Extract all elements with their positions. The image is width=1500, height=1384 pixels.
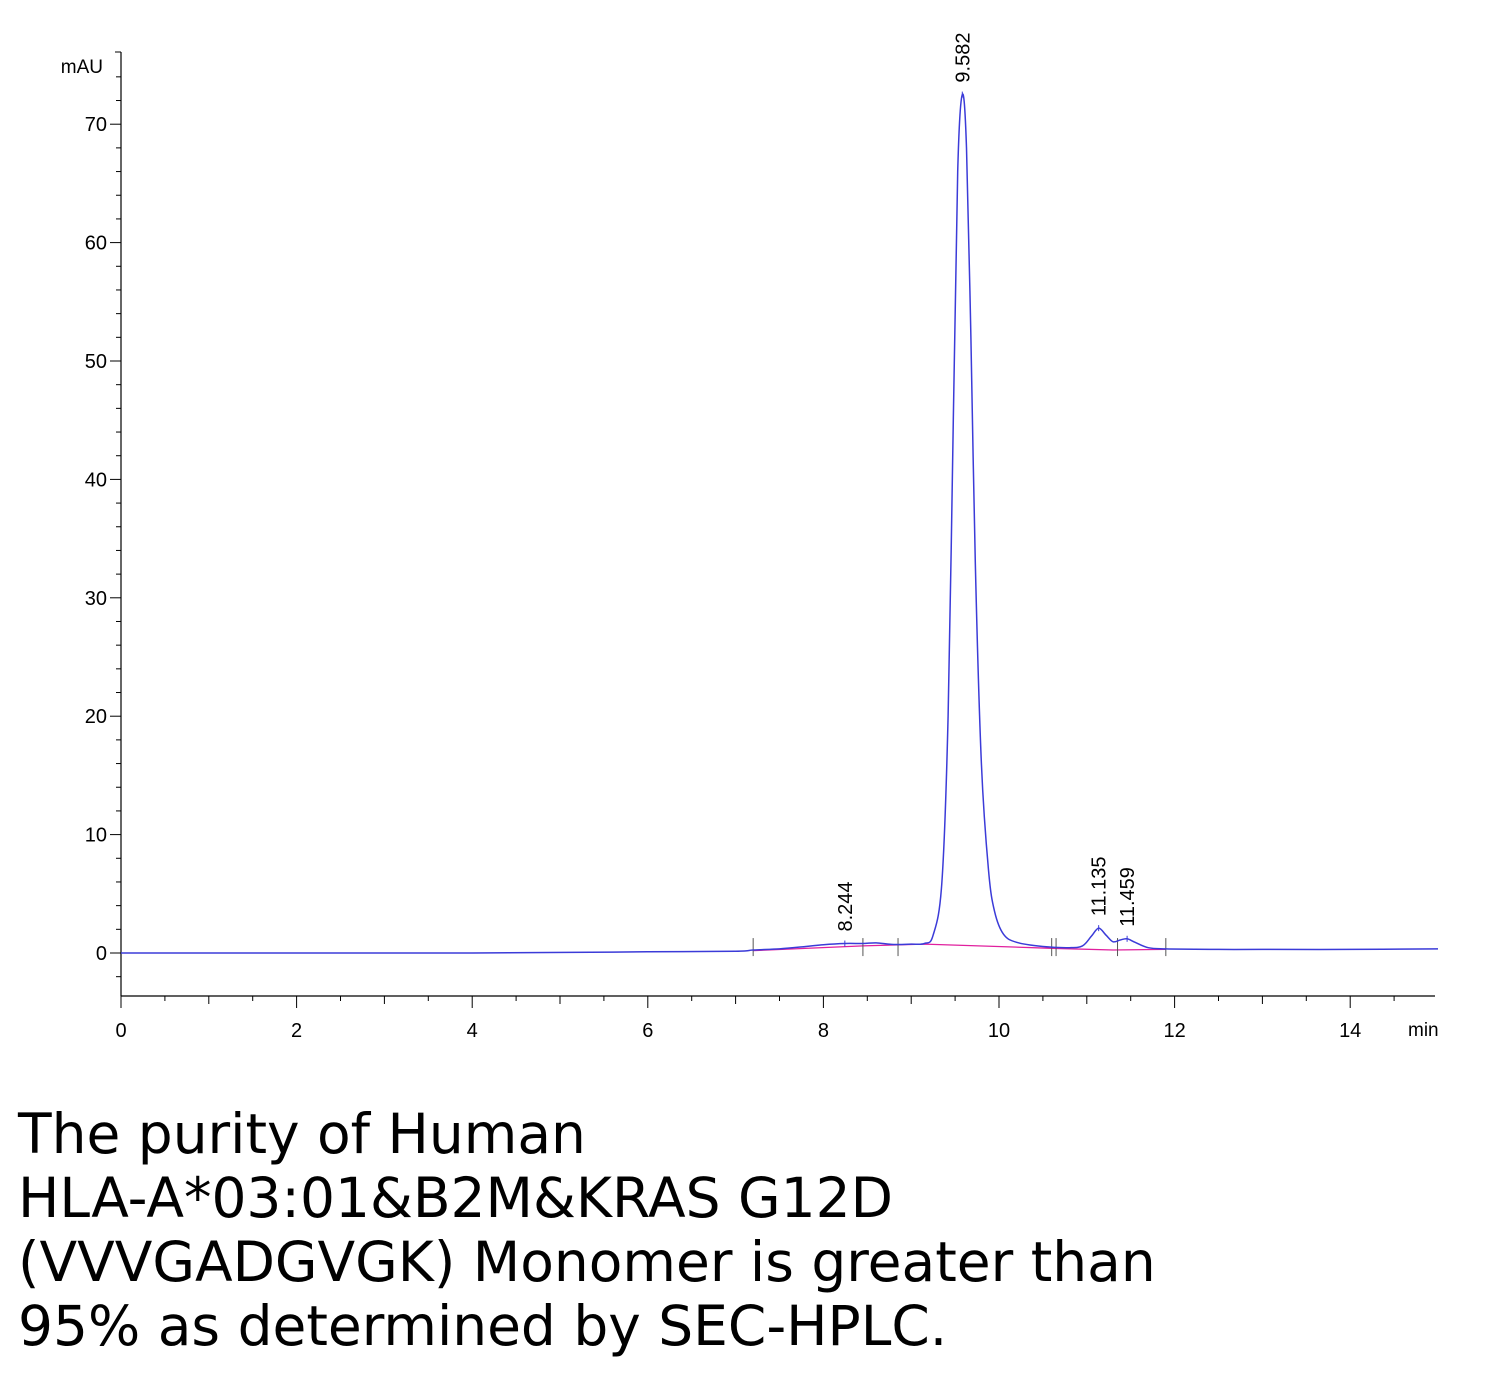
x-axis: 0 2 4 6 8 10 12 14 [115, 996, 1435, 1042]
chromatogram-chart: 0 10 20 30 40 50 60 70 0 2 4 6 8 10 12 14 8.244 9.582 11… [0, 0, 1500, 1090]
caption-line: The purity of Human [18, 1102, 1478, 1166]
y-tick-label: 10 [85, 825, 107, 847]
caption-line: 95% as determined by SEC-HPLC. [18, 1294, 1478, 1358]
peak-label: 8.244 [835, 881, 857, 931]
y-tick-label: 60 [85, 233, 107, 255]
x-tick-label: 14 [1339, 1020, 1361, 1042]
caption-line: (VVVGADGVGK) Monomer is greater than [18, 1230, 1478, 1294]
caption: The purity of Human HLA-A*03:01&B2M&KRAS… [18, 1102, 1478, 1358]
x-axis-unit-label: min [1408, 1020, 1439, 1041]
y-tick-label: 50 [85, 351, 107, 373]
x-tick-label: 10 [988, 1020, 1010, 1042]
x-tick-label: 4 [467, 1020, 478, 1042]
y-tick-label: 70 [85, 114, 107, 136]
integration-baseline [753, 938, 1166, 956]
signal-trace [121, 94, 1438, 953]
peak-label: 11.135 [1089, 856, 1111, 916]
y-axis: 0 10 20 30 40 50 60 70 [85, 52, 121, 996]
peak-labels: 8.244 9.582 11.135 11.459 [835, 33, 1139, 947]
y-tick-label: 30 [85, 588, 107, 610]
x-tick-label: 0 [115, 1020, 126, 1042]
x-tick-label: 12 [1163, 1020, 1185, 1042]
y-tick-label: 0 [96, 943, 107, 965]
caption-line: HLA-A*03:01&B2M&KRAS G12D [18, 1166, 1478, 1230]
signal-line [121, 94, 1438, 953]
y-axis-unit-label: mAU [61, 57, 103, 78]
y-tick-label: 40 [85, 469, 107, 491]
x-tick-label: 2 [291, 1020, 302, 1042]
peak-label: 11.459 [1117, 867, 1139, 927]
x-tick-label: 6 [642, 1020, 653, 1042]
peak-label: 9.582 [952, 33, 974, 83]
y-tick-label: 20 [85, 706, 107, 728]
x-tick-label: 8 [818, 1020, 829, 1042]
